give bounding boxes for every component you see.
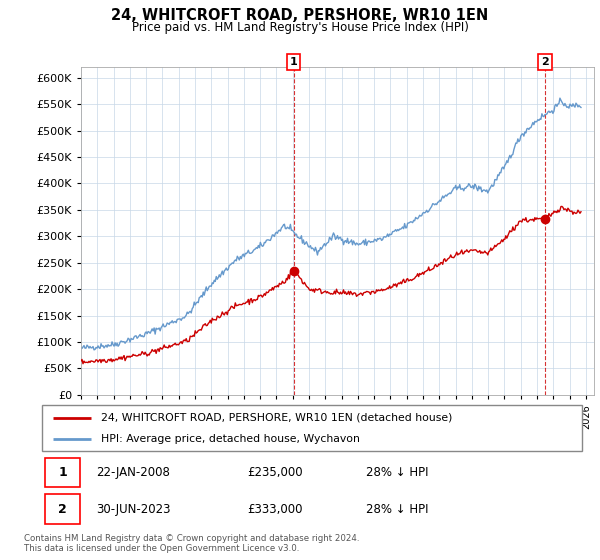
Text: 24, WHITCROFT ROAD, PERSHORE, WR10 1EN (detached house): 24, WHITCROFT ROAD, PERSHORE, WR10 1EN (…: [101, 413, 453, 423]
Text: HPI: Average price, detached house, Wychavon: HPI: Average price, detached house, Wych…: [101, 434, 360, 444]
Text: 2: 2: [58, 502, 67, 516]
Text: 28% ↓ HPI: 28% ↓ HPI: [366, 466, 428, 479]
Bar: [45, 494, 80, 524]
Text: 2: 2: [541, 57, 549, 67]
Text: £333,000: £333,000: [247, 502, 303, 516]
Text: Price paid vs. HM Land Registry's House Price Index (HPI): Price paid vs. HM Land Registry's House …: [131, 21, 469, 34]
Text: 30-JUN-2023: 30-JUN-2023: [96, 502, 170, 516]
Text: 1: 1: [58, 466, 67, 479]
Text: 28% ↓ HPI: 28% ↓ HPI: [366, 502, 428, 516]
Bar: [45, 458, 80, 487]
Text: 22-JAN-2008: 22-JAN-2008: [96, 466, 170, 479]
Text: 24, WHITCROFT ROAD, PERSHORE, WR10 1EN: 24, WHITCROFT ROAD, PERSHORE, WR10 1EN: [112, 8, 488, 24]
Text: Contains HM Land Registry data © Crown copyright and database right 2024.
This d: Contains HM Land Registry data © Crown c…: [24, 534, 359, 553]
Text: £235,000: £235,000: [247, 466, 303, 479]
Text: 1: 1: [290, 57, 298, 67]
